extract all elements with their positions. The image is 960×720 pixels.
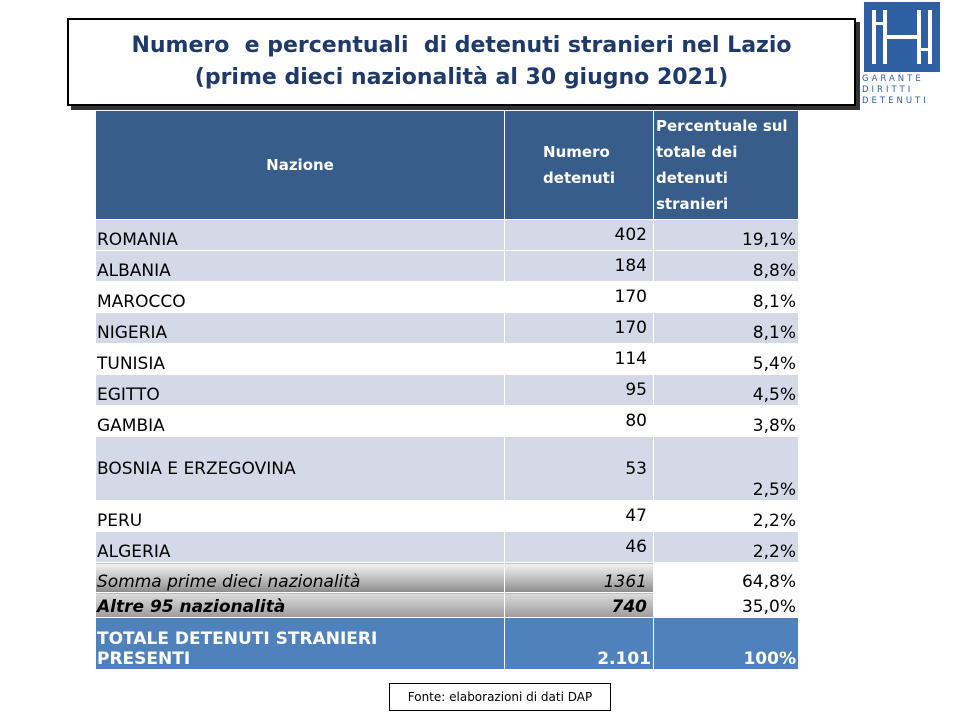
cell-percent: 8,1% xyxy=(653,281,799,313)
sum-number: 1361 xyxy=(504,562,654,593)
cell-nation: ALGERIA xyxy=(95,531,505,563)
detainees-table: Nazione Numero detenuti Percentuale sul … xyxy=(95,110,799,670)
cell-nation: BOSNIA E ERZEGOVINA xyxy=(95,436,505,501)
cell-percent: 8,1% xyxy=(653,312,799,344)
table-row: MAROCCO 170 8,1% xyxy=(95,281,799,313)
garante-logo: GARANTE DIRITTI DETENUTI xyxy=(862,2,942,110)
others-label: Altre 95 nazionalità xyxy=(95,592,505,618)
slide-title: Numero e percentuali di detenuti stranie… xyxy=(67,18,856,106)
header-percentuale: Percentuale sul totale dei detenuti stra… xyxy=(653,110,799,220)
cell-nation: ALBANIA xyxy=(95,250,505,282)
cell-number: 184 xyxy=(504,250,654,282)
cell-number: 80 xyxy=(504,405,654,437)
logo-text-line: DIRITTI xyxy=(862,85,914,95)
cell-nation: ROMANIA xyxy=(95,219,505,251)
cell-percent: 19,1% xyxy=(653,219,799,251)
logo-mark-icon xyxy=(864,2,940,72)
table-row: TUNISIA 114 5,4% xyxy=(95,343,799,375)
table-row: ALGERIA 46 2,2% xyxy=(95,531,799,563)
total-percent: 100% xyxy=(653,617,799,670)
title-line-2: (prime dieci nazionalità al 30 giugno 20… xyxy=(194,65,729,90)
logo-text-line: GARANTE xyxy=(862,74,924,84)
others-row: Altre 95 nazionalità 740 35,0% xyxy=(95,592,799,618)
title-line-1: Numero e percentuali di detenuti stranie… xyxy=(131,33,792,59)
header-nazione: Nazione xyxy=(95,110,505,220)
cell-number: 170 xyxy=(504,281,654,313)
cell-percent: 2,5% xyxy=(653,436,799,501)
cell-nation: MAROCCO xyxy=(95,281,505,313)
logo-wordmark: GARANTE DIRITTI DETENUTI xyxy=(862,74,942,107)
cell-number: 170 xyxy=(504,312,654,344)
sum-percent: 64,8% xyxy=(653,562,799,593)
cell-nation: EGITTO xyxy=(95,374,505,406)
source-note: Fonte: elaborazioni di dati DAP xyxy=(389,683,611,711)
cell-nation: GAMBIA xyxy=(95,405,505,437)
cell-percent: 2,2% xyxy=(653,531,799,563)
table-row: GAMBIA 80 3,8% xyxy=(95,405,799,437)
others-number: 740 xyxy=(504,592,654,618)
table-row: BOSNIA E ERZEGOVINA 53 2,5% xyxy=(95,436,799,501)
table-row: EGITTO 95 4,5% xyxy=(95,374,799,406)
cell-percent: 2,2% xyxy=(653,500,799,532)
logo-text-line: DETENUTI xyxy=(862,96,929,106)
cell-number: 402 xyxy=(504,219,654,251)
header-numero: Numero detenuti xyxy=(504,110,654,220)
total-row: TOTALE DETENUTI STRANIERI PRESENTI 2.101… xyxy=(95,617,799,670)
cell-nation: TUNISIA xyxy=(95,343,505,375)
cell-nation: PERU xyxy=(95,500,505,532)
cell-number: 47 xyxy=(504,500,654,532)
cell-percent: 8,8% xyxy=(653,250,799,282)
sum-row: Somma prime dieci nazionalità 1361 64,8% xyxy=(95,562,799,593)
table-header-row: Nazione Numero detenuti Percentuale sul … xyxy=(95,110,799,220)
cell-number: 46 xyxy=(504,531,654,563)
header-numero-label: Numero detenuti xyxy=(543,143,615,187)
table-row: ALBANIA 184 8,8% xyxy=(95,250,799,282)
total-label: TOTALE DETENUTI STRANIERI PRESENTI xyxy=(95,617,505,670)
table-row: PERU 47 2,2% xyxy=(95,500,799,532)
sum-label: Somma prime dieci nazionalità xyxy=(95,562,505,593)
table-row: ROMANIA 402 19,1% xyxy=(95,219,799,251)
others-percent: 35,0% xyxy=(653,592,799,618)
cell-number: 53 xyxy=(504,436,654,501)
total-number: 2.101 xyxy=(504,617,654,670)
cell-percent: 3,8% xyxy=(653,405,799,437)
cell-percent: 5,4% xyxy=(653,343,799,375)
cell-percent: 4,5% xyxy=(653,374,799,406)
cell-nation: NIGERIA xyxy=(95,312,505,344)
table-row: NIGERIA 170 8,1% xyxy=(95,312,799,344)
cell-number: 95 xyxy=(504,374,654,406)
cell-number: 114 xyxy=(504,343,654,375)
